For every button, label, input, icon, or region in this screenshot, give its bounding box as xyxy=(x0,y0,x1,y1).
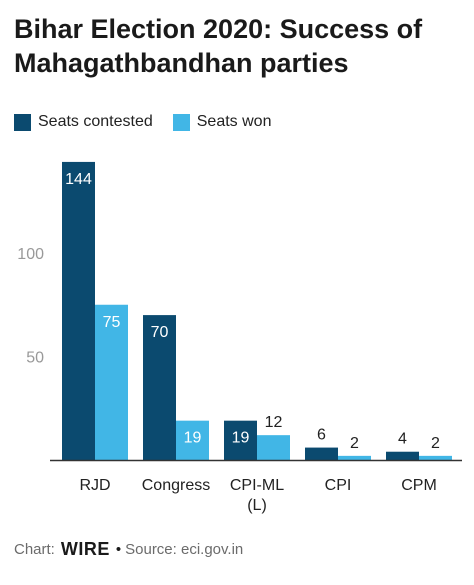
data-label-seats-contested-congress: 70 xyxy=(151,324,169,341)
bar-seats-contested-cpi xyxy=(305,447,338,460)
data-label-seats-contested-cpm: 4 xyxy=(398,431,407,448)
data-label-seats-won-cpm: 2 xyxy=(431,435,440,452)
legend-item-seats-won: Seats won xyxy=(172,113,272,131)
legend-swatch-seats-won xyxy=(172,113,190,131)
y-tick-label-100: 100 xyxy=(17,246,44,263)
footer-separator: • xyxy=(115,541,122,558)
bar-seats-contested-cpm xyxy=(386,451,419,460)
legend-item-seats-contested: Seats contested xyxy=(14,113,153,131)
legend-label-seats-won: Seats won xyxy=(196,113,272,130)
bar-seats-won-cpi-ml-l- xyxy=(257,435,290,460)
chart-credit-prefix: Chart: xyxy=(14,541,55,558)
data-label-seats-won-congress: 19 xyxy=(184,430,202,447)
x-tick-label-cpi: CPI xyxy=(325,477,352,494)
data-label-seats-won-cpi: 2 xyxy=(350,435,359,452)
wire-logo: WIRE xyxy=(60,539,110,559)
x-tick-label-cpm: CPM xyxy=(401,477,437,494)
x-tick-label-cpi-ml-l--line2: (L) xyxy=(247,497,267,514)
data-label-seats-won-cpi-ml-l-: 12 xyxy=(265,414,283,431)
legend-label-seats-contested: Seats contested xyxy=(38,113,153,130)
data-label-seats-contested-rjd: 144 xyxy=(65,171,92,188)
x-tick-label-cpi-ml-l--line1: CPI-ML xyxy=(230,477,284,494)
chart-footer: Chart: WIRE • Source: eci.gov.in xyxy=(14,539,243,560)
bar-seats-won-cpm xyxy=(419,455,452,460)
source-text: Source: eci.gov.in xyxy=(125,541,244,558)
bar-chart: 50 100 144 75 RJD 70 19 Congress 19 12 CPI-ML (L) 6 2… xyxy=(17,161,462,514)
x-tick-label-congress: Congress xyxy=(142,477,210,494)
legend-swatch-seats-contested xyxy=(14,113,31,131)
bar-seats-won-congress xyxy=(176,420,209,460)
data-label-seats-won-rjd: 75 xyxy=(103,314,121,331)
chart-title: Bihar Election 2020: Success of Mahagath… xyxy=(14,14,423,78)
x-tick-label-rjd: RJD xyxy=(79,477,110,494)
bar-seats-won-cpi xyxy=(338,455,371,460)
legend: Seats contested Seats won xyxy=(14,113,291,131)
bar-seats-won-rjd xyxy=(95,304,128,460)
bar-seats-contested-congress xyxy=(143,315,176,460)
bar-seats-contested-rjd xyxy=(62,161,95,461)
data-label-seats-contested-cpi-ml-l-: 19 xyxy=(232,430,250,447)
y-tick-label-50: 50 xyxy=(26,350,44,367)
data-label-seats-contested-cpi: 6 xyxy=(317,427,326,444)
bar-seats-contested-cpi-ml-l- xyxy=(224,420,257,460)
